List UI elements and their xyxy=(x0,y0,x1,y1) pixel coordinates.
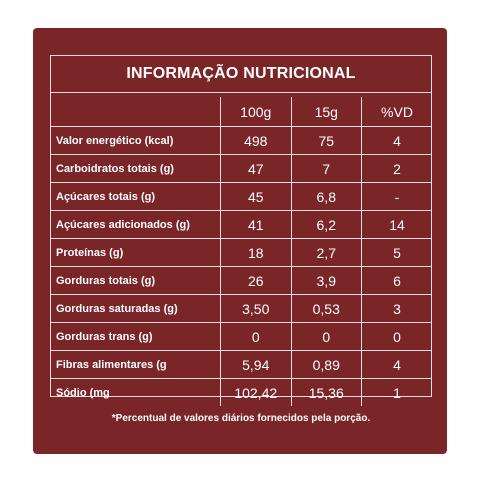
row-label: Açúcares totais (g) xyxy=(50,182,221,211)
row-label: Gorduras saturadas (g) xyxy=(50,294,221,323)
header-row: 100g 15g %VD xyxy=(50,97,432,127)
table-row: Carboidratos totais (g) 47 7 2 xyxy=(50,154,432,183)
footnote: *Percentual de valores diários fornecido… xyxy=(111,413,371,424)
header-15g: 15g xyxy=(291,97,362,127)
row-label: Fibras alimentares (g xyxy=(50,350,221,379)
row-100g: 0 xyxy=(220,322,292,351)
row-15g: 15,36 xyxy=(291,378,362,406)
row-vd: 4 xyxy=(361,350,432,379)
table-row: Gorduras saturadas (g) 3,50 0,53 3 xyxy=(50,294,432,323)
row-label: Açúcares adicionados (g) xyxy=(50,210,221,239)
row-15g: 6,8 xyxy=(291,182,362,211)
table-row: Valor energético (kcal) 498 75 4 xyxy=(50,126,432,155)
row-vd: 3 xyxy=(361,294,432,323)
row-15g: 0 xyxy=(291,322,362,351)
row-100g: 45 xyxy=(220,182,292,211)
nutrition-table: 100g 15g %VD Valor energético (kcal) 498… xyxy=(50,97,432,406)
row-100g: 41 xyxy=(220,210,292,239)
row-label: Proteínas (g) xyxy=(50,238,221,267)
row-15g: 0,53 xyxy=(291,294,362,323)
table-row: Proteínas (g) 18 2,7 5 xyxy=(50,238,432,267)
row-label: Gorduras trans (g) xyxy=(50,322,221,351)
header-empty xyxy=(50,97,221,127)
table-row: Gorduras totais (g) 26 3,9 6 xyxy=(50,266,432,295)
row-100g: 18 xyxy=(220,238,292,267)
row-vd: 5 xyxy=(361,238,432,267)
row-100g: 26 xyxy=(220,266,292,295)
table-row: Sódio (mg 102,42 15,36 1 xyxy=(50,378,432,406)
row-vd: - xyxy=(361,182,432,211)
row-100g: 498 xyxy=(220,126,292,155)
table-row: Açúcares totais (g) 45 6,8 - xyxy=(50,182,432,211)
row-vd: 4 xyxy=(361,126,432,155)
row-15g: 3,9 xyxy=(291,266,362,295)
row-100g: 3,50 xyxy=(220,294,292,323)
table-row: Gorduras trans (g) 0 0 0 xyxy=(50,322,432,351)
row-vd: 1 xyxy=(393,384,401,401)
table-row: Açúcares adicionados (g) 41 6,2 14 xyxy=(50,210,432,239)
row-15g: 7 xyxy=(291,154,362,183)
row-label: Valor energético (kcal) xyxy=(50,126,221,155)
row-15g: 75 xyxy=(291,126,362,155)
row-15g: 0,89 xyxy=(291,350,362,379)
row-vd: 0 xyxy=(361,322,432,351)
table-title: INFORMAÇÃO NUTRICIONAL xyxy=(50,55,432,93)
row-label: Carboidratos totais (g) xyxy=(50,154,221,183)
header-100g: 100g xyxy=(220,97,292,127)
header-vd: %VD xyxy=(361,97,432,127)
row-vd: 6 xyxy=(361,266,432,295)
row-15g: 2,7 xyxy=(291,238,362,267)
row-vd: 2 xyxy=(361,154,432,183)
row-100g: 47 xyxy=(220,154,292,183)
table-row: Fibras alimentares (g 5,94 0,89 4 xyxy=(50,350,432,379)
row-100g: 102,42 xyxy=(220,378,292,406)
row-100g: 5,94 xyxy=(220,350,292,379)
row-label: Sódio (mg xyxy=(50,378,221,406)
row-15g: 6,2 xyxy=(291,210,362,239)
row-vd: 14 xyxy=(361,210,432,239)
row-label: Gorduras totais (g) xyxy=(50,266,221,295)
